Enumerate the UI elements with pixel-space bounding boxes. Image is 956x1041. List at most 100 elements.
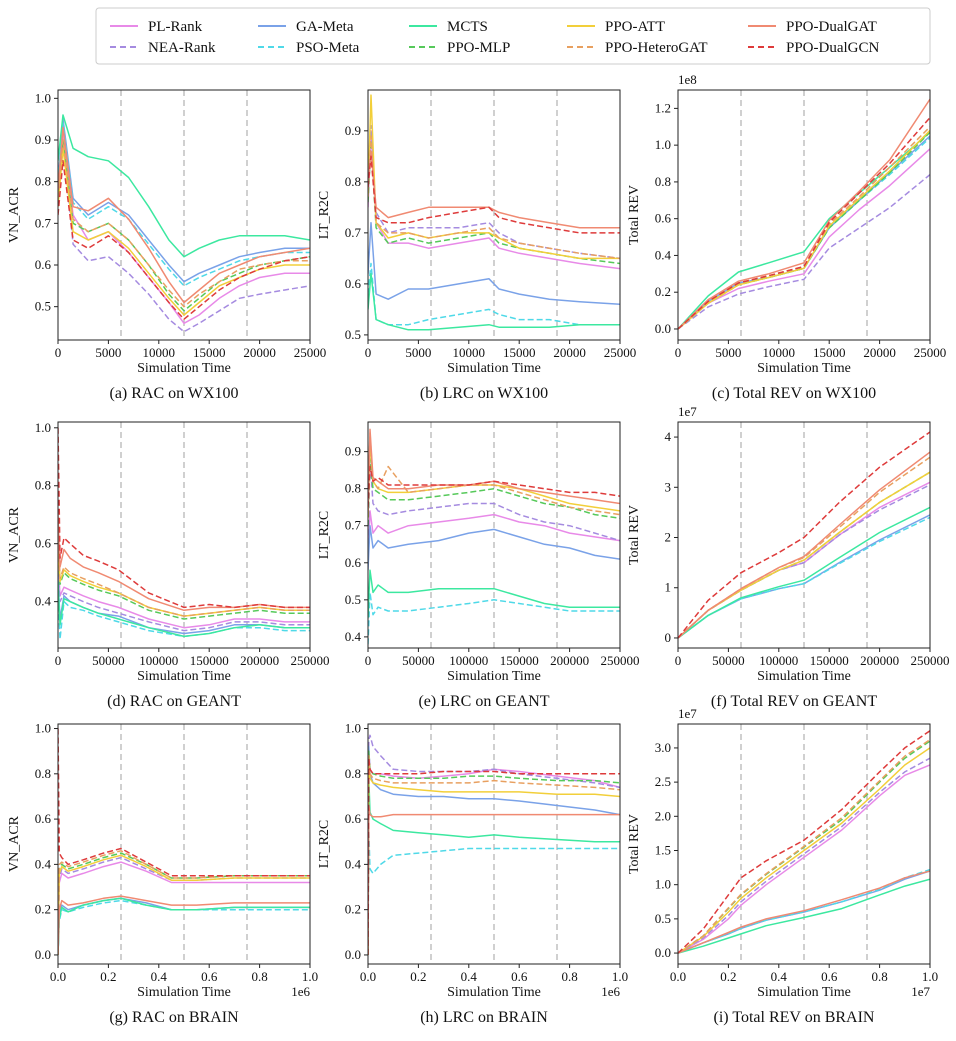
- panel-rac-on-geant: 0 50000 100000 150000 200000 250000 0.4 0.6 0.8 1…: [7, 420, 330, 710]
- y-tick-label: 0.8: [35, 478, 51, 493]
- y-tick-label: 0.7: [345, 518, 362, 533]
- panel-rac-on-brain: 0.0 0.2 0.4 0.6 0.8 1.00.00.20.40.60.81.01e6S…: [7, 721, 318, 1026]
- y-tick-label: 1.0: [345, 721, 361, 736]
- x-tick-label: 0: [675, 653, 682, 668]
- x-tick-label: 20000: [243, 345, 276, 360]
- x-tick-label: 1.0: [922, 969, 938, 984]
- x-tick-label: 250000: [291, 653, 330, 668]
- y-tick-label: 1.0: [35, 721, 51, 736]
- y-tick-label: 2.5: [655, 774, 671, 789]
- series-line-ppo-dualgcn: [678, 431, 930, 639]
- y-axis-label: Total REV: [627, 185, 642, 245]
- x-tick-label: 200000: [240, 653, 279, 668]
- y-axis-label: LT_R2C: [317, 820, 332, 869]
- x-tick-label: 150000: [500, 653, 539, 668]
- y-axis-label: VN_ACR: [7, 186, 22, 243]
- y-tick-label: 0.2: [35, 902, 51, 917]
- x-tick-label: 150000: [810, 653, 849, 668]
- series-line-ppo-heterogat: [368, 754, 620, 955]
- plot-frame: [57, 89, 311, 341]
- series-line-ppo-att: [58, 854, 310, 955]
- plot-frame: [57, 421, 311, 649]
- series-line-pso-meta: [368, 829, 620, 955]
- y-tick-label: 0.0: [345, 947, 361, 962]
- y-tick-label: 0.5: [345, 592, 361, 607]
- series-line-pso-meta: [58, 587, 310, 641]
- y-tick-label: 0.4: [35, 856, 52, 871]
- x-tick-label: 5000: [715, 345, 741, 360]
- legend: PL-Rank NEA-Rank GA-Meta PSO-Meta MCTS PPO-ML…: [95, 7, 931, 65]
- series-group: [678, 98, 930, 330]
- y-axis-label: Total REV: [627, 505, 642, 565]
- x-tick-label: 5000: [95, 345, 121, 360]
- series-line-ppo-dualgat: [58, 126, 310, 304]
- x-tick-label: 0.8: [871, 969, 887, 984]
- y-tick-label: 0.2: [655, 284, 671, 299]
- panel-total-rev-on-brain: 0.0 0.2 0.4 0.6 0.8 1.0 0.0 0.5 1.0 1.5 2.0 2.5 3.0 1…: [627, 706, 938, 1026]
- legend-label: PPO-MLP: [447, 40, 510, 56]
- plot-frame: [367, 89, 621, 341]
- legend-item-pso-meta: PSO-Meta: [258, 40, 360, 56]
- series-line-mcts: [58, 581, 310, 638]
- series-line-ppo-dualgcn: [58, 160, 310, 320]
- series-line-mcts: [58, 897, 310, 955]
- legend-label: PPO-DualGCN: [786, 40, 880, 56]
- x-tick-label: 0.4: [151, 969, 168, 984]
- series-line-pso-meta: [678, 516, 930, 639]
- series-line-nea-rank: [58, 856, 310, 955]
- x-tick-label: 0.0: [360, 969, 376, 984]
- series-line-ppo-heterogat: [678, 739, 930, 954]
- x-tick-label: 10000: [763, 345, 796, 360]
- y-axis-label: LT_R2C: [317, 511, 332, 560]
- series-line-ppo-att: [678, 747, 930, 954]
- y-tick-label: 0.9: [345, 123, 361, 138]
- y-tick-label: 0.0: [655, 321, 671, 336]
- legend-label: MCTS: [447, 19, 488, 35]
- series-line-ppo-heterogat: [58, 529, 310, 617]
- series-line-ga-meta: [368, 524, 620, 571]
- x-tick-label: 0.4: [771, 969, 788, 984]
- x-tick-label: 0: [55, 653, 62, 668]
- series-group: [58, 427, 310, 641]
- y-tick-label: 0.6: [345, 276, 362, 291]
- x-tick-label: 100000: [139, 653, 178, 668]
- y-tick-label: 0.0: [35, 947, 51, 962]
- x-tick-label: 0: [675, 345, 682, 360]
- x-tick-label: 0.2: [100, 969, 116, 984]
- y-tick-label: 2.0: [655, 808, 671, 823]
- panel-lrc-on-geant: 0 50000 100000 150000 200000 250000 0.4 0.5 0.6 0…: [317, 421, 640, 710]
- y-tick-label: 0.8: [35, 766, 51, 781]
- series-line-ppo-dualgcn: [368, 757, 620, 955]
- x-tick-label: 250000: [601, 653, 640, 668]
- series-line-pl-rank: [678, 148, 930, 330]
- y-axis-label: Total REV: [627, 814, 642, 874]
- legend-label: GA-Meta: [296, 19, 354, 35]
- y-tick-label: 0.5: [35, 299, 51, 314]
- x-axis-label: Simulation Time: [447, 669, 541, 684]
- series-group: [58, 728, 310, 955]
- x-tick-label: 250000: [911, 653, 950, 668]
- panel-caption: (c) Total REV on WX100: [712, 385, 876, 402]
- legend-item-ppo-dualgat: PPO-DualGAT: [748, 19, 877, 35]
- series-line-mcts: [678, 506, 930, 639]
- y-tick-label: 3: [665, 479, 672, 494]
- x-tick-label: 10000: [453, 345, 486, 360]
- series-line-ppo-dualgat: [368, 150, 620, 229]
- x-axis-label: Simulation Time: [137, 361, 231, 376]
- series-line-ppo-dualgat: [678, 98, 930, 330]
- y-tick-label: 0.9: [35, 132, 51, 147]
- series-line-ppo-heterogat: [58, 139, 310, 308]
- x-tick-label: 0.4: [461, 969, 478, 984]
- x-tick-label: 20000: [863, 345, 896, 360]
- series-line-ppo-dualgat: [678, 870, 930, 954]
- series-line-ppo-dualgcn: [368, 155, 620, 234]
- series-line-pl-rank: [368, 510, 620, 563]
- x-tick-label: 20000: [553, 345, 586, 360]
- y-tick-label: 0.7: [345, 225, 362, 240]
- x-tick-label: 200000: [860, 653, 899, 668]
- x-tick-label: 0.6: [511, 969, 528, 984]
- plot-frame: [57, 723, 311, 965]
- series-line-ga-meta: [368, 221, 620, 306]
- legend-frame: [95, 7, 931, 65]
